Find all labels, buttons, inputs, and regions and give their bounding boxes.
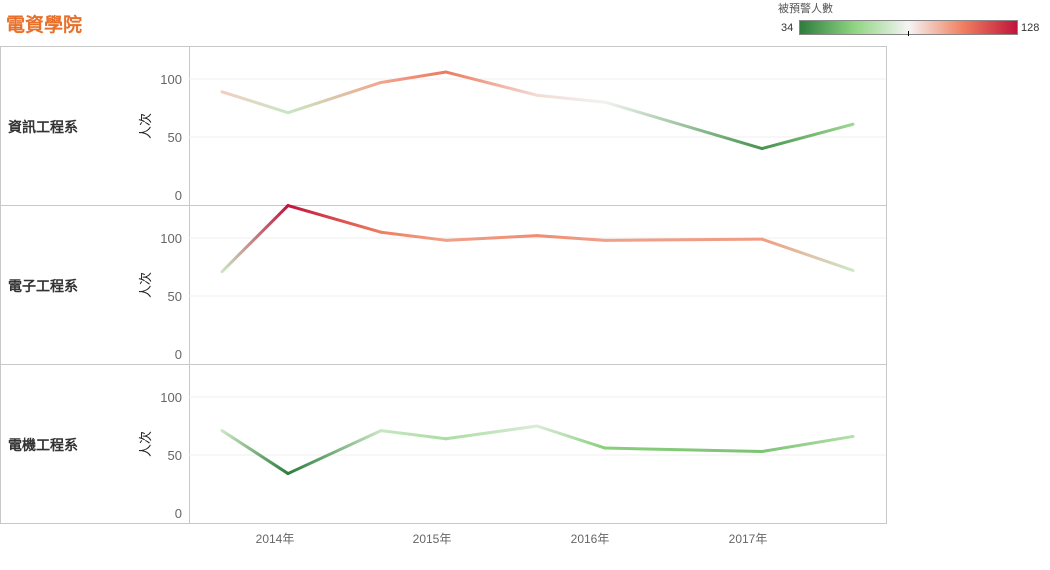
series-line-segment <box>379 230 448 242</box>
y-tick-label: 50 <box>168 289 182 304</box>
series-line-segment <box>603 446 764 454</box>
y-tick-label: 0 <box>175 347 182 362</box>
y-axis-label: 人次 <box>138 113 154 139</box>
row-label: 電子工程系 <box>8 278 78 295</box>
series-line-segment <box>535 93 607 104</box>
series-line-segment <box>535 234 607 242</box>
series-line-segment <box>760 434 855 454</box>
panel-frame <box>0 46 887 206</box>
series-line-segment <box>603 100 764 151</box>
series-line-segment <box>444 70 539 97</box>
y-tick-label: 100 <box>160 72 182 87</box>
series-line-segment <box>220 90 290 115</box>
series-line-segment <box>535 424 607 450</box>
panel-frame <box>0 364 887 524</box>
y-axis-label: 人次 <box>138 272 154 298</box>
series-line-segment <box>286 204 383 234</box>
series-line-segment <box>286 80 383 115</box>
series-line-segment <box>220 429 290 476</box>
series-line-segment <box>286 429 383 476</box>
color-legend-marker <box>908 31 909 36</box>
color-legend-min: 34 <box>781 22 794 34</box>
x-tick-label: 2014年 <box>256 532 295 546</box>
series-line-segment <box>603 237 764 242</box>
color-legend-title: 被預警人數 <box>778 3 833 15</box>
series-line-segment <box>444 424 539 441</box>
panel-frame <box>0 205 887 365</box>
chart-title: 電資學院 <box>6 14 83 36</box>
series-line-segment <box>220 204 290 274</box>
y-tick-label: 50 <box>168 130 182 145</box>
row-label: 資訊工程系 <box>8 119 78 136</box>
series-line-segment <box>760 122 855 151</box>
y-tick-label: 100 <box>160 390 182 405</box>
y-tick-label: 0 <box>175 188 182 203</box>
y-tick-label: 100 <box>160 231 182 246</box>
row-label: 電機工程系 <box>8 437 78 454</box>
series-line-segment <box>444 234 539 242</box>
y-tick-label: 50 <box>168 448 182 463</box>
x-tick-label: 2016年 <box>571 532 610 546</box>
y-axis-label: 人次 <box>138 431 154 457</box>
x-tick-label: 2017年 <box>729 532 768 546</box>
x-tick-label: 2015年 <box>413 532 452 546</box>
color-legend-max: 128 <box>1021 22 1040 34</box>
series-line-segment <box>379 429 448 441</box>
series-line-segment <box>379 70 448 84</box>
series-line-segment <box>760 237 855 272</box>
y-tick-label: 0 <box>175 506 182 521</box>
